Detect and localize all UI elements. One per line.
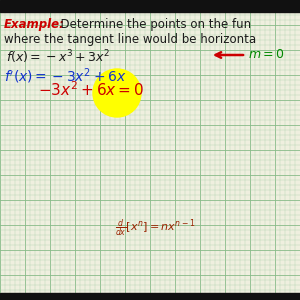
Text: $- 3x^2 + 6x = 0$: $- 3x^2 + 6x = 0$: [38, 80, 144, 99]
Text: where the tangent line would be horizonta: where the tangent line would be horizont…: [4, 33, 256, 46]
Text: $m = 0$: $m = 0$: [248, 48, 285, 61]
Text: Example:: Example:: [4, 18, 65, 31]
Text: Determine the points on the fun: Determine the points on the fun: [53, 18, 251, 31]
Text: $f(x) = -x^3 + 3x^2$: $f(x) = -x^3 + 3x^2$: [6, 48, 110, 66]
Text: $f'(x) = -3x^2 + 6x$: $f'(x) = -3x^2 + 6x$: [4, 66, 127, 86]
Bar: [0, 0, 300, 12]
Bar: [0, 293, 300, 300]
Text: $\frac{d}{dx}[x^n] = nx^{n-1}$: $\frac{d}{dx}[x^n] = nx^{n-1}$: [115, 218, 195, 239]
Circle shape: [93, 69, 141, 117]
